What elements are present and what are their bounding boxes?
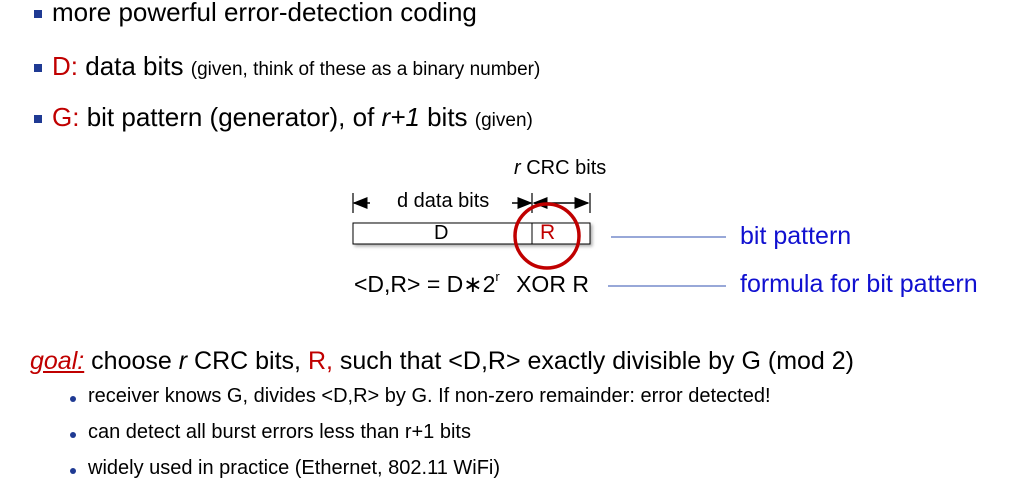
callout-formula-text: formula for bit pattern bbox=[740, 270, 978, 298]
r-crc-bits-label: r CRC bits bbox=[514, 157, 606, 180]
bullet-square-3 bbox=[34, 115, 42, 123]
box-d-label: D bbox=[434, 222, 448, 245]
sub-bullet-dot-3 bbox=[70, 468, 76, 474]
formula-right: XOR R bbox=[516, 271, 589, 297]
bullet-3-note: (given) bbox=[474, 110, 533, 131]
sub-bullet-dot-2 bbox=[70, 432, 76, 438]
goal-R: R, bbox=[307, 347, 333, 375]
goal-line: goal: choose r CRC bits, R, such that <D… bbox=[30, 347, 854, 376]
goal-t1: choose bbox=[91, 347, 172, 375]
sub-bullet-3: widely used in practice (Ethernet, 802.1… bbox=[88, 457, 500, 480]
sub-bullet-2: can detect all burst errors less than r+… bbox=[88, 421, 471, 444]
sub-bullet-1: receiver knows G, divides <D,R> by G. If… bbox=[88, 385, 771, 408]
goal-r: r bbox=[178, 347, 188, 375]
sub-bullet-3-text: widely used in practice (Ethernet, 802.1… bbox=[88, 457, 501, 479]
bullet-2-label: D: bbox=[52, 51, 78, 81]
formula-exponent: r bbox=[495, 269, 500, 285]
goal-t3: such that <D,R> exactly divisible by G (… bbox=[339, 347, 855, 375]
bullet-2-text: D: data bits (given, think of these as a… bbox=[52, 51, 540, 82]
sub-bullet-1-text: receiver knows G, divides <D,R> by G. If… bbox=[88, 385, 771, 407]
sub-bullet-2-text: can detect all burst errors less than r+… bbox=[88, 421, 471, 443]
box-d-text: D bbox=[434, 222, 449, 244]
bullet-3-main-after: bits bbox=[427, 102, 468, 132]
bullet-1-label: more powerful error-detection coding bbox=[52, 0, 477, 27]
callout-bit-pattern-text: bit pattern bbox=[740, 222, 852, 250]
box-r-text: R bbox=[540, 221, 556, 244]
callout-formula: formula for bit pattern bbox=[740, 270, 978, 299]
formula-left: <D,R> = D∗2 bbox=[354, 271, 496, 297]
d-data-bits-label: d data bits bbox=[395, 190, 492, 213]
goal-label: goal: bbox=[30, 347, 85, 375]
bullet-3-label: G: bbox=[52, 102, 80, 132]
bullet-2-note: (given, think of these as a binary numbe… bbox=[190, 59, 541, 80]
bullet-3-main-before: bit pattern (generator), of bbox=[86, 102, 375, 132]
callout-bit-pattern: bit pattern bbox=[740, 222, 851, 251]
r-highlight-circle bbox=[513, 202, 581, 270]
box-r-label: R bbox=[540, 221, 555, 245]
bullet-square-2 bbox=[34, 64, 42, 72]
bullet-3-main-italic: r+1 bbox=[381, 102, 420, 132]
bullet-2-main: data bits bbox=[85, 51, 184, 81]
bullet-3-text: G: bit pattern (generator), of r+1 bits … bbox=[52, 102, 533, 133]
r-crc-bits-text: CRC bits bbox=[526, 157, 607, 179]
sub-bullet-dot-1 bbox=[70, 396, 76, 402]
goal-t2: CRC bits, bbox=[194, 347, 301, 375]
bullet-1-text: more powerful error-detection coding bbox=[52, 0, 477, 28]
r-crc-bits-italic: r bbox=[514, 157, 521, 179]
d-data-bits-text: d data bits bbox=[397, 190, 490, 212]
bullet-square-1 bbox=[34, 10, 42, 18]
bit-box bbox=[352, 222, 591, 245]
formula: <D,R> = D∗2r XOR R bbox=[354, 269, 589, 298]
